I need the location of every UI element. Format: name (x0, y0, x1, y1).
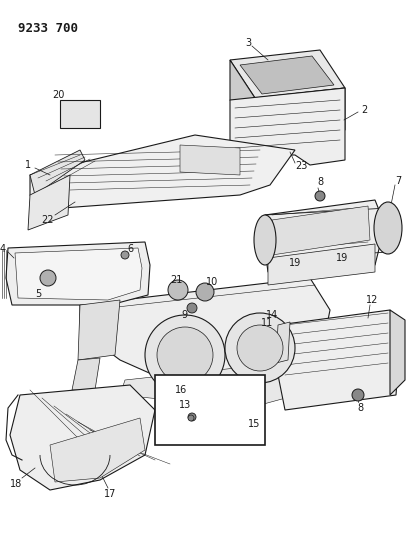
Text: 22: 22 (42, 215, 54, 225)
Text: 3: 3 (244, 38, 250, 48)
Polygon shape (60, 100, 100, 128)
Polygon shape (10, 385, 155, 490)
Text: 8: 8 (356, 403, 362, 413)
Polygon shape (229, 60, 254, 140)
Circle shape (236, 325, 282, 371)
Text: 10: 10 (205, 277, 218, 287)
Polygon shape (229, 88, 344, 165)
Bar (155, 375, 264, 445)
Polygon shape (389, 310, 404, 395)
Circle shape (196, 283, 213, 301)
Ellipse shape (373, 202, 401, 254)
Text: 14: 14 (265, 310, 277, 320)
Polygon shape (229, 50, 344, 98)
Text: 7: 7 (394, 176, 400, 186)
Circle shape (168, 280, 188, 300)
Text: 11: 11 (260, 318, 272, 328)
Polygon shape (264, 200, 384, 272)
Text: 20: 20 (52, 90, 64, 100)
Text: 8: 8 (316, 177, 322, 187)
Polygon shape (239, 56, 333, 94)
Text: 17: 17 (103, 489, 116, 499)
Circle shape (40, 270, 56, 286)
Text: 12: 12 (365, 295, 377, 305)
Text: 2: 2 (360, 105, 366, 115)
Circle shape (157, 327, 213, 383)
Polygon shape (78, 300, 120, 360)
Polygon shape (275, 322, 289, 363)
Text: 19: 19 (288, 258, 300, 268)
Circle shape (188, 415, 193, 421)
Text: 21: 21 (169, 275, 182, 285)
Text: 1: 1 (25, 160, 31, 170)
Polygon shape (80, 278, 329, 392)
Polygon shape (254, 88, 344, 140)
Circle shape (351, 389, 363, 401)
Text: 13: 13 (178, 400, 191, 410)
Polygon shape (72, 358, 100, 390)
Polygon shape (30, 150, 85, 195)
Polygon shape (50, 418, 145, 482)
Polygon shape (267, 244, 374, 285)
Text: 9: 9 (180, 310, 187, 320)
Circle shape (188, 413, 196, 421)
Text: 18: 18 (10, 479, 22, 489)
Text: 5: 5 (35, 289, 41, 299)
Text: 16: 16 (175, 385, 187, 395)
Text: 15: 15 (247, 419, 260, 429)
Polygon shape (30, 135, 294, 210)
Circle shape (145, 315, 225, 395)
Circle shape (187, 303, 196, 313)
Text: 4: 4 (0, 244, 6, 254)
Text: 19: 19 (335, 253, 347, 263)
Text: 9233 700: 9233 700 (18, 22, 78, 35)
Polygon shape (120, 360, 314, 405)
Circle shape (314, 191, 324, 201)
Polygon shape (15, 248, 142, 300)
Circle shape (225, 313, 294, 383)
Polygon shape (180, 145, 239, 175)
Polygon shape (28, 175, 70, 230)
Polygon shape (271, 206, 369, 255)
Text: 6: 6 (127, 244, 133, 254)
Polygon shape (6, 242, 150, 305)
Text: 23: 23 (294, 161, 306, 171)
Polygon shape (277, 310, 399, 410)
Circle shape (121, 251, 129, 259)
Ellipse shape (254, 215, 275, 265)
